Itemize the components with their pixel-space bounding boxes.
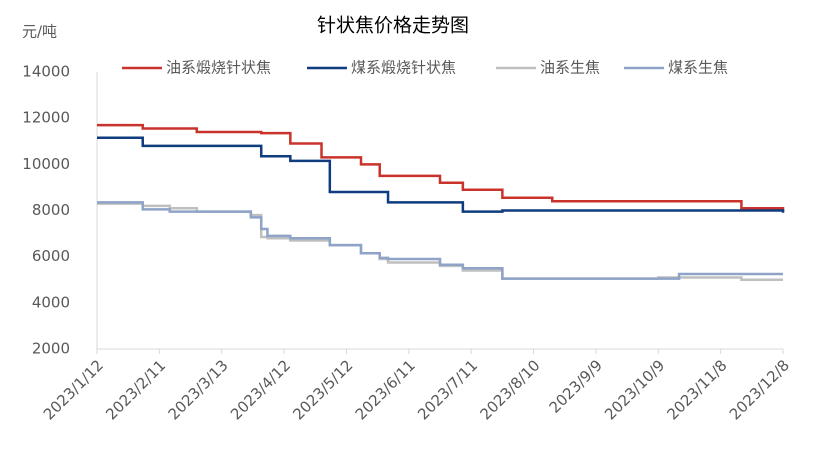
y-tick-label: 8000 [32,201,70,219]
y-tick-label: 2000 [32,340,70,358]
legend-label: 油系生焦 [540,59,600,77]
y-tick-label: 12000 [22,109,70,127]
series-line [97,201,783,280]
legend-label: 煤系生焦 [668,59,728,77]
x-tick-label: 2023/8/10 [476,356,543,423]
y-tick-label: 6000 [32,247,70,265]
x-tick-label: 2023/2/11 [102,356,169,423]
x-tick-label: 2023/1/12 [40,356,107,423]
series-line [97,123,785,212]
y-tick-label: 10000 [22,155,70,173]
legend-label: 煤系煅烧针状焦 [351,59,456,77]
legend-label: 油系煅烧针状焦 [166,59,271,77]
y-axis-label: 元/吨 [22,23,57,41]
x-tick-label: 2023/6/11 [352,356,419,423]
chart-title: 针状焦价格走势图 [317,15,469,37]
y-tick-label: 14000 [22,63,70,81]
x-tick-label: 2023/9/9 [546,356,606,416]
x-tick-label: 2023/10/9 [601,356,668,423]
x-tick-label: 2023/4/12 [227,356,294,423]
x-tick-label: 2023/11/8 [664,356,731,423]
x-tick-label: 2023/7/11 [414,356,481,423]
series-line [97,136,785,213]
x-tick-label: 2023/3/13 [165,356,232,423]
series-line [97,202,783,281]
x-tick-label: 2023/12/8 [726,356,793,423]
x-tick-label: 2023/5/12 [289,356,356,423]
y-tick-label: 4000 [32,293,70,311]
